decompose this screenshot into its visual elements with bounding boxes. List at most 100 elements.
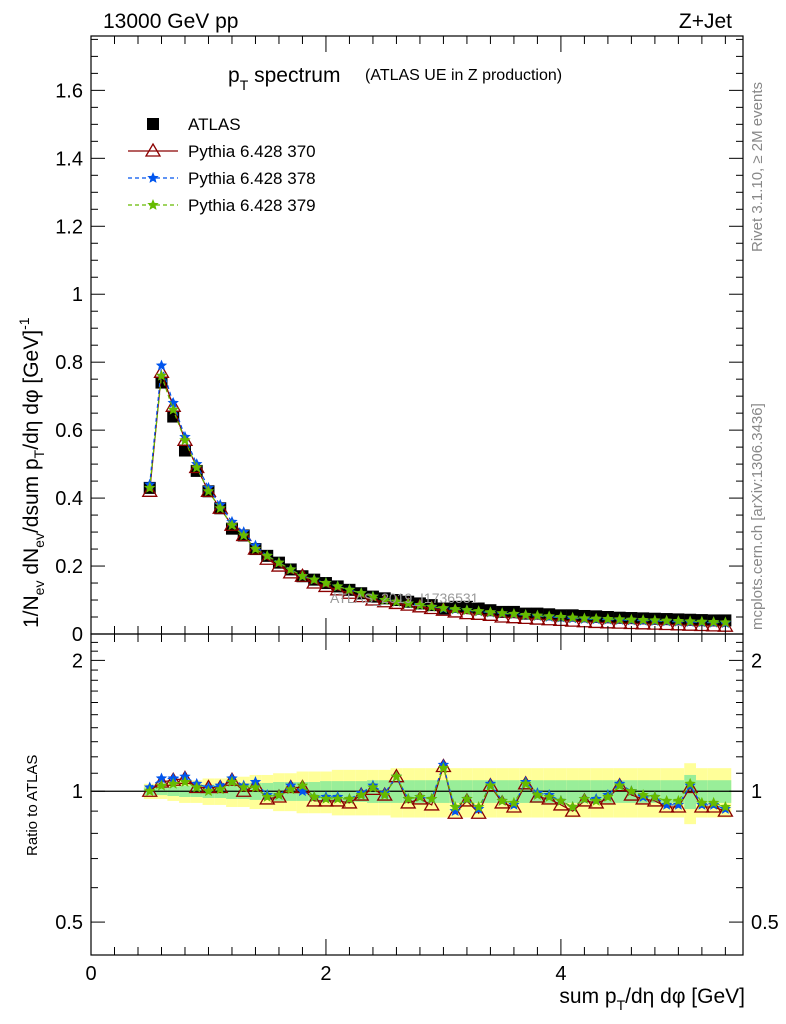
- series-line: [149, 365, 726, 624]
- ratio-point: [167, 777, 179, 789]
- data-point: [249, 543, 262, 554]
- header-energy-label: 13000 GeV pp: [103, 10, 238, 33]
- data-point: [320, 577, 332, 588]
- ratio-point: [238, 781, 250, 793]
- data-point: [508, 607, 520, 619]
- data-point: [541, 611, 558, 626]
- legend-marker: [147, 118, 159, 130]
- ratio-point: [191, 781, 203, 793]
- ratio-point: [635, 790, 652, 805]
- ratio-point: [543, 790, 555, 802]
- chart-title-rest: spectrum: [248, 64, 340, 87]
- data-point: [658, 616, 675, 631]
- ratio-point: [566, 800, 579, 812]
- ratio-point: [660, 794, 673, 806]
- data-point: [566, 611, 579, 623]
- ratio-point: [249, 776, 262, 787]
- chart-title: pT spectrum: [228, 64, 340, 93]
- chart-title-sub: T: [240, 77, 249, 93]
- data-point: [447, 603, 464, 618]
- ratio-point: [273, 789, 285, 800]
- ratio-point: [625, 785, 638, 797]
- data-point: [578, 612, 591, 624]
- ratio-point: [214, 783, 226, 795]
- series-atlas: [143, 376, 732, 627]
- legend-label: Pythia 6.428 378: [188, 169, 316, 188]
- ratio-point: [470, 804, 487, 819]
- ratio-point: [613, 779, 626, 791]
- data-point: [482, 607, 499, 621]
- ratio-point: [684, 777, 696, 789]
- ratio-point: [414, 790, 426, 802]
- ratio-point: [329, 792, 346, 807]
- data-point: [649, 614, 661, 626]
- ratio-panel-frame: [90, 633, 744, 956]
- ratio-point: [226, 776, 238, 787]
- data-point: [155, 369, 168, 381]
- ratio-point: [223, 771, 241, 786]
- data-point: [261, 549, 273, 561]
- main-series-group: [141, 359, 734, 632]
- legend-entry: Pythia 6.428 370: [128, 142, 316, 161]
- ratio-point: [458, 792, 476, 807]
- legend-entry: Pythia 6.428 379: [128, 196, 316, 215]
- ratio-y-tick-label: 1: [72, 781, 83, 803]
- data-point: [226, 519, 238, 531]
- y-tick-label: 0.2: [55, 556, 83, 578]
- data-point: [531, 609, 544, 621]
- ratio-point: [461, 792, 473, 804]
- data-point: [472, 605, 485, 617]
- ratio-point: [402, 792, 414, 804]
- y-tick-label: 0.4: [55, 488, 83, 510]
- data-point: [543, 610, 555, 622]
- data-point: [144, 481, 156, 493]
- data-point: [696, 615, 708, 627]
- y-tick-label: 1.6: [55, 80, 83, 102]
- chart-subtitle: (ATLAS UE in Z production): [365, 67, 562, 84]
- data-point: [332, 580, 344, 592]
- data-point: [637, 614, 649, 625]
- data-point: [707, 616, 720, 627]
- ratio-point: [320, 792, 332, 804]
- data-point: [684, 615, 696, 627]
- watermark-label: ATLAS_2019_I1736531: [330, 590, 479, 606]
- ratio-point: [693, 798, 711, 813]
- data-point: [517, 610, 534, 625]
- data-point: [519, 608, 532, 620]
- data-point: [470, 606, 487, 620]
- series-pythia-6-428-379: [144, 762, 732, 812]
- ratio-point: [155, 779, 168, 791]
- ratio-point: [449, 805, 461, 816]
- ratio-point: [285, 783, 297, 795]
- ratio-point: [484, 779, 497, 791]
- ratio-point: [705, 798, 722, 813]
- ratio-point: [202, 785, 215, 797]
- data-point: [590, 612, 602, 624]
- ratio-point: [588, 794, 605, 809]
- data-point: [343, 583, 356, 595]
- data-point: [529, 610, 546, 625]
- data-point: [458, 605, 476, 620]
- y-tick-label: 0.6: [55, 420, 83, 442]
- data-point: [167, 403, 179, 415]
- ratio-point: [717, 802, 734, 817]
- ratio-point: [296, 785, 309, 797]
- data-point: [437, 602, 450, 614]
- ratio-point: [378, 789, 391, 800]
- ratio-point: [496, 794, 508, 806]
- ratio-point: [400, 794, 417, 809]
- chart-title-main: p: [228, 64, 240, 87]
- ratio-point: [508, 796, 520, 808]
- data-point: [378, 594, 391, 605]
- ratio-y-tick-label: 0.5: [55, 912, 83, 934]
- ratio-point: [317, 792, 335, 807]
- x-tick-label: 0: [85, 963, 96, 985]
- legend-label: Pythia 6.428 370: [188, 142, 316, 161]
- ratio-point: [425, 792, 438, 804]
- ratio-point: [435, 758, 452, 773]
- data-point: [505, 609, 523, 624]
- ratio-ylabel: Ratio to ATLAS: [24, 755, 41, 856]
- data-point: [625, 613, 638, 625]
- ratio-point: [672, 798, 685, 810]
- x-tick-label: 4: [555, 963, 566, 985]
